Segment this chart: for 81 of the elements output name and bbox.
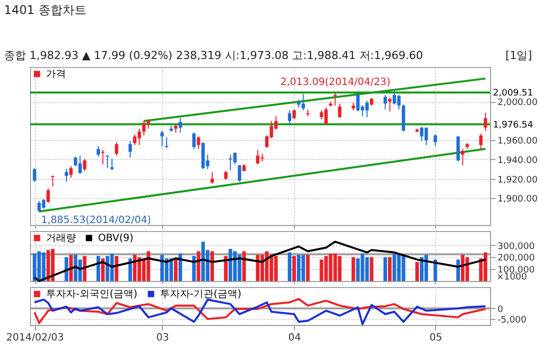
candlestick	[434, 134, 438, 146]
y-tick-label: 0	[498, 304, 504, 315]
y-axis-title: ×1000	[496, 272, 528, 282]
bar	[210, 251, 214, 281]
candlestick	[32, 168, 36, 182]
candlestick	[392, 88, 396, 106]
candlestick	[338, 103, 342, 119]
line-series	[34, 240, 486, 282]
candlestick	[356, 92, 360, 112]
annotation: 2,013.09(2014/04/23)	[280, 77, 390, 88]
candlestick	[484, 112, 488, 132]
candlestick	[78, 155, 82, 174]
candlestick	[128, 140, 132, 158]
bar	[69, 254, 73, 281]
candlestick	[178, 118, 182, 134]
bar	[465, 257, 470, 281]
candlestick	[292, 108, 296, 120]
candlestick	[164, 136, 168, 148]
candlestick	[288, 110, 292, 126]
bar	[46, 250, 50, 281]
legend-label: 거래량	[46, 233, 76, 244]
bar	[296, 254, 301, 281]
legend-label: OBV(9)	[98, 233, 134, 244]
chart-title: 1401 종합차트	[4, 2, 86, 19]
bar	[415, 262, 419, 281]
bar	[114, 256, 118, 281]
candlestick	[479, 132, 483, 150]
candlestick	[142, 120, 146, 136]
bar	[392, 254, 396, 281]
bar	[292, 256, 296, 281]
bar	[42, 252, 46, 281]
x-tick-label: 03	[156, 332, 169, 344]
bar	[338, 256, 342, 281]
candlestick	[69, 166, 73, 178]
candlestick	[365, 100, 369, 118]
candlestick	[384, 94, 387, 110]
bar	[383, 257, 388, 281]
legend-label: 투자자-기관(금액)	[160, 289, 242, 300]
y-tick-label: 1,960.00	[498, 136, 538, 147]
legend-label: 투자자-외국인(금액)	[46, 289, 138, 300]
y-tick-label: 1,920.00	[498, 175, 538, 186]
y-tick-label: -5,000	[498, 316, 527, 326]
bar	[178, 254, 182, 281]
bar	[50, 248, 55, 281]
y-tick-label: 1,940.00	[498, 156, 538, 166]
bar	[306, 254, 310, 281]
ref-line-label: 2,009.51	[493, 88, 534, 99]
candlestick	[51, 175, 54, 187]
ref-line-label: 1,976.54	[493, 120, 534, 130]
y-tick-label: 300,000	[498, 242, 535, 252]
bar	[192, 256, 196, 281]
candlestick	[333, 92, 337, 106]
bar	[196, 251, 200, 281]
chart-subtitle: 종합 1,982.93 ▲ 17.99 (0.92%) 238,319 시:1,973.08 고:1,988.41 저:1,969.60	[4, 48, 423, 63]
annotation: 1,885.53(2014/02/04)	[41, 214, 152, 226]
candlestick	[210, 172, 214, 184]
legend-label: 가격	[46, 69, 66, 80]
bar	[352, 257, 356, 281]
bar	[288, 252, 292, 281]
candlestick	[96, 146, 100, 158]
text: [1일]	[505, 48, 532, 63]
bar	[174, 258, 178, 281]
candlestick	[42, 198, 46, 210]
bar	[370, 257, 374, 281]
y-tick-label: 200,000	[498, 254, 535, 264]
candlestick	[106, 155, 110, 169]
candlestick	[460, 148, 464, 166]
x-tick-label: 04	[288, 332, 302, 344]
candlestick	[388, 97, 392, 112]
candlestick	[82, 158, 86, 172]
bar	[242, 251, 246, 281]
candlestick	[64, 168, 68, 182]
y-tick-label: 2,000.00	[498, 98, 538, 108]
candlestick	[160, 130, 164, 146]
candlestick	[46, 188, 50, 204]
bar	[301, 254, 306, 281]
candlestick	[110, 158, 114, 171]
candlestick	[228, 154, 232, 171]
bar	[388, 257, 392, 281]
y-tick-label: 1,900.00	[498, 194, 538, 205]
x-tick-label: 05	[429, 332, 442, 344]
